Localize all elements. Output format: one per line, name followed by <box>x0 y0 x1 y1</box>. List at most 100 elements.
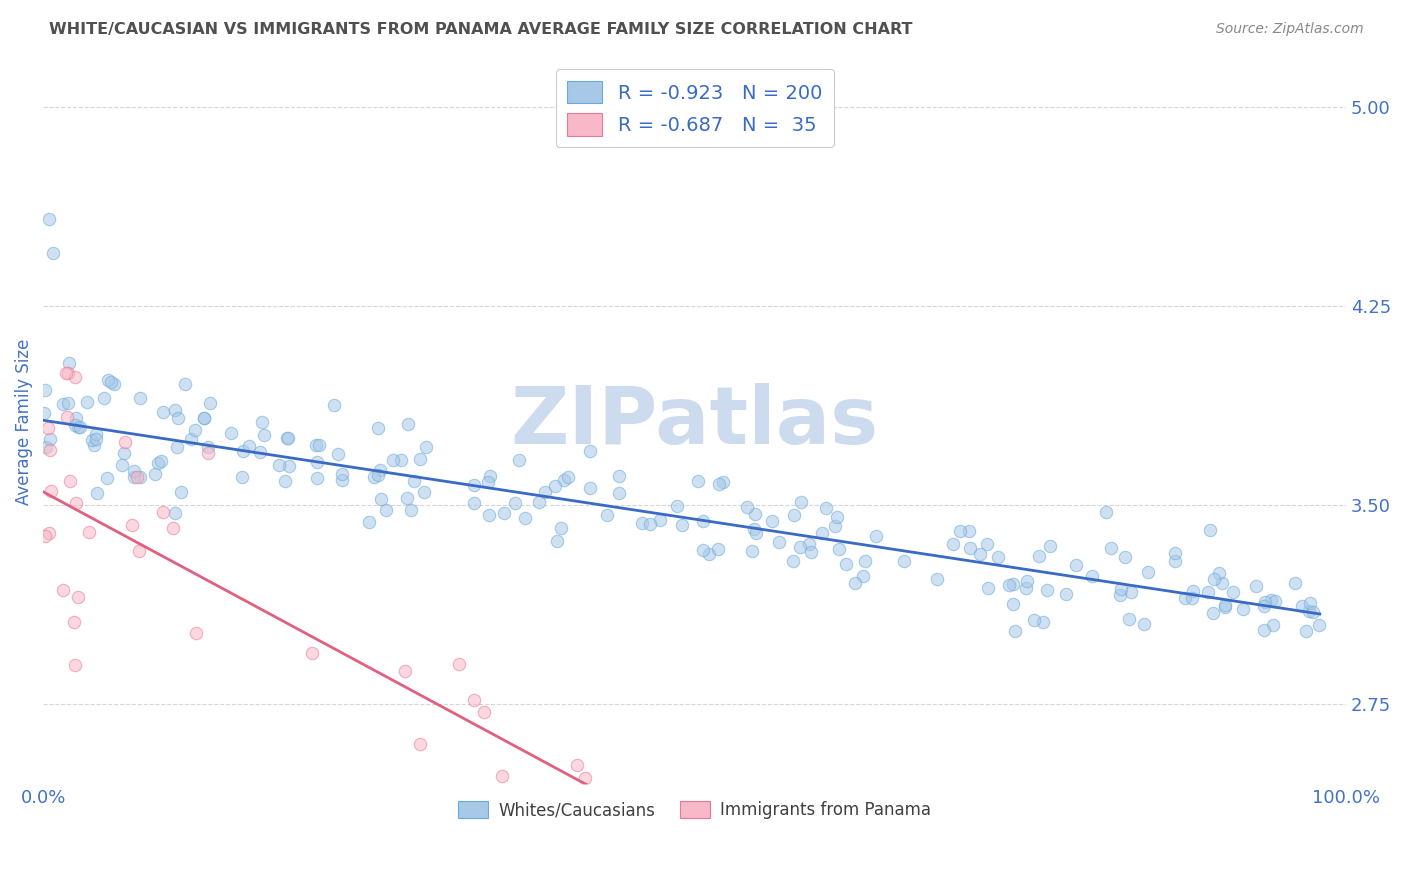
Point <box>55 366 77 380</box>
Point <box>1109 589 1132 603</box>
Point <box>34 383 56 397</box>
Point <box>478 468 501 483</box>
Point <box>1182 584 1205 599</box>
Point <box>67 590 90 604</box>
Point <box>557 469 579 483</box>
Point <box>783 508 806 522</box>
Point <box>744 507 766 521</box>
Point <box>250 416 273 430</box>
Point <box>1308 618 1330 632</box>
Point <box>103 376 125 391</box>
Point <box>269 458 291 472</box>
Point <box>305 438 328 452</box>
Point <box>76 395 98 409</box>
Text: ZIPatlas: ZIPatlas <box>510 383 879 460</box>
Point <box>65 411 87 425</box>
Point <box>38 211 60 226</box>
Point <box>631 516 654 530</box>
Point <box>1133 617 1156 632</box>
Point <box>197 445 219 459</box>
Point <box>969 547 991 561</box>
Point <box>63 417 86 432</box>
Point <box>394 664 416 678</box>
Point <box>711 475 734 489</box>
Point <box>927 572 949 586</box>
Point <box>596 508 619 523</box>
Point <box>844 575 866 590</box>
Point <box>761 515 783 529</box>
Point <box>607 486 630 500</box>
Point <box>174 377 197 392</box>
Point <box>1039 539 1062 553</box>
Point <box>193 411 215 425</box>
Point <box>449 657 471 672</box>
Point <box>323 398 346 412</box>
Point <box>52 583 75 598</box>
Point <box>301 647 323 661</box>
Point <box>1002 597 1025 611</box>
Point <box>253 427 276 442</box>
Point <box>63 615 86 630</box>
Point <box>1295 624 1317 639</box>
Point <box>707 477 730 491</box>
Point <box>395 491 418 505</box>
Point <box>277 431 299 445</box>
Point <box>121 518 143 533</box>
Point <box>800 545 823 559</box>
Point <box>193 410 215 425</box>
Point <box>1118 612 1140 626</box>
Point <box>359 515 381 529</box>
Point <box>553 474 575 488</box>
Point <box>305 455 328 469</box>
Point <box>278 459 301 474</box>
Point <box>478 508 501 522</box>
Point <box>58 474 80 488</box>
Point <box>1015 574 1038 588</box>
Point <box>58 357 80 371</box>
Point <box>63 658 86 673</box>
Point <box>1299 596 1322 610</box>
Point <box>35 441 58 455</box>
Point <box>544 479 567 493</box>
Point <box>382 453 405 467</box>
Point <box>1022 614 1045 628</box>
Y-axis label: Average Family Size: Average Family Size <box>15 338 32 505</box>
Point <box>782 554 804 568</box>
Point <box>1174 591 1197 606</box>
Point <box>650 512 672 526</box>
Point <box>853 553 876 567</box>
Point <box>409 452 432 467</box>
Point <box>86 427 108 442</box>
Point <box>491 769 513 783</box>
Point <box>513 510 536 524</box>
Point <box>69 420 91 434</box>
Point <box>41 246 63 260</box>
Point <box>225 795 247 809</box>
Point <box>640 516 662 531</box>
Point <box>114 435 136 450</box>
Point <box>835 557 858 571</box>
Point <box>508 453 530 467</box>
Point <box>1264 594 1286 608</box>
Point <box>58 366 80 380</box>
Point <box>396 417 419 431</box>
Point <box>80 434 103 448</box>
Point <box>166 411 188 425</box>
Point <box>1284 576 1306 591</box>
Point <box>1164 553 1187 567</box>
Point <box>688 474 710 488</box>
Point <box>128 470 150 484</box>
Point <box>578 443 600 458</box>
Point <box>197 440 219 454</box>
Point <box>1261 618 1284 632</box>
Point <box>671 518 693 533</box>
Point <box>1244 579 1267 593</box>
Point <box>893 554 915 568</box>
Point <box>162 521 184 535</box>
Point <box>707 542 730 557</box>
Point <box>232 444 254 458</box>
Point <box>238 439 260 453</box>
Point <box>768 534 790 549</box>
Point <box>200 396 222 410</box>
Point <box>1298 604 1320 618</box>
